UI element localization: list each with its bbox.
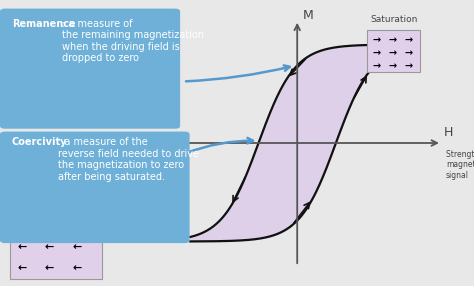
Text: ←: ← — [72, 263, 82, 273]
Text: H: H — [444, 126, 453, 138]
Text: Remanence: Remanence — [12, 19, 75, 29]
Text: : a measure of the
reverse field needed to drive
the magnetization to zero
after: : a measure of the reverse field needed … — [58, 137, 199, 182]
Text: →: → — [388, 48, 396, 58]
Text: →: → — [373, 48, 381, 58]
Bar — [10, 213, 102, 279]
Text: →: → — [388, 35, 396, 45]
Text: Coercivity: Coercivity — [12, 137, 67, 147]
Text: →: → — [404, 35, 412, 45]
Text: →: → — [404, 48, 412, 58]
Text: : a measure of
the remaining magnetization
when the driving field is
dropped to : : a measure of the remaining magnetizati… — [62, 19, 204, 63]
Text: ←: ← — [72, 243, 82, 253]
Text: ←: ← — [45, 221, 54, 231]
Text: ←: ← — [45, 263, 54, 273]
Text: Saturation: Saturation — [33, 194, 81, 203]
Text: M: M — [302, 9, 313, 22]
Text: ←: ← — [72, 221, 82, 231]
Bar — [367, 30, 420, 72]
Text: ←: ← — [18, 243, 27, 253]
Text: ←: ← — [45, 243, 54, 253]
Text: Saturation: Saturation — [370, 15, 418, 24]
Text: →: → — [388, 61, 396, 71]
Text: →: → — [404, 61, 412, 71]
Text: ←: ← — [18, 263, 27, 273]
Text: →: → — [373, 61, 381, 71]
Text: →: → — [373, 35, 381, 45]
Text: ←: ← — [18, 221, 27, 231]
Text: Strength of
magnetizing
signal: Strength of magnetizing signal — [446, 150, 474, 180]
